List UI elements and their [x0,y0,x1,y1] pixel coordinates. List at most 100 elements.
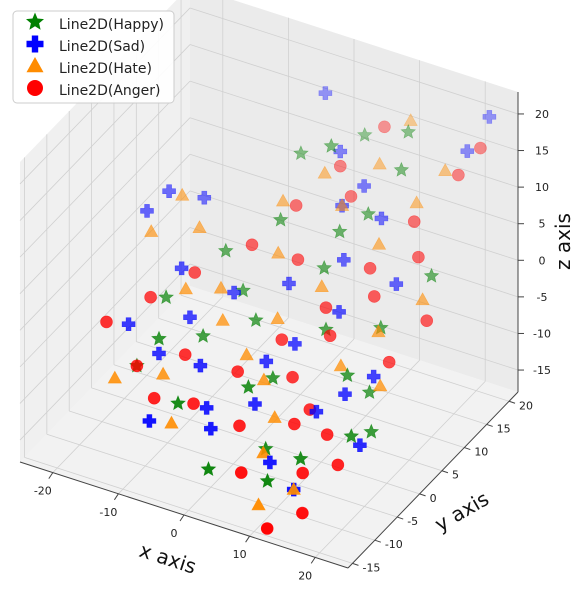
z-tick-label: 0 [539,254,546,267]
x-tick-mark [113,493,119,501]
data-point-plus [152,346,166,361]
data-point-triangle [178,281,194,295]
data-point-triangle [372,156,387,170]
data-point-star [400,123,417,139]
data-point-triangle [371,324,386,338]
data-point-plus [336,253,351,267]
y-grid-floor [91,387,420,495]
x-tick-mark [310,557,316,564]
z-grid-side [19,263,191,441]
data-point-plus [162,184,176,198]
data-point-circle [147,391,161,405]
data-point-star [356,126,373,142]
data-point-triangle [192,220,207,233]
x-tick-label: -20 [34,485,52,498]
side-pane [20,0,190,462]
z-grid-side [19,154,191,331]
data-point-plus [353,438,367,453]
data-point-star [240,378,257,394]
y-tick-label: -15 [362,561,380,574]
data-point-circle [231,365,244,378]
data-point-triangle [270,311,285,325]
z-grid-side [19,227,191,404]
data-point-circle [333,159,347,173]
y-tick-label: -10 [385,538,403,551]
data-point-plus [248,397,262,411]
data-point-circle [474,141,487,155]
data-point-triangle [215,312,230,326]
data-point-star [235,282,251,298]
x-tick-label: 20 [298,569,312,582]
y-tick-mark [374,539,382,543]
y-tick-mark [508,400,516,404]
legend-label-happy: Line2D(Happy) [59,17,164,33]
data-point-circle [286,370,299,384]
z-axis-label: z axis [551,213,575,270]
z-tick-label: 5 [539,218,546,231]
y-grid-floor [24,456,353,564]
data-point-circle [296,506,309,520]
data-point-star [331,223,348,239]
x-grid-floor [314,381,486,558]
legend-label-sad: Line2D(Sad) [59,39,145,55]
z-grid-back [189,44,519,151]
data-point-triangle [438,163,453,176]
x-grid-floor [183,338,355,516]
data-point-plus [318,86,333,100]
data-point-triangle [164,415,179,429]
data-point-circle [275,333,289,346]
z-grid-back [189,153,519,261]
data-point-plus [142,414,157,428]
data-point-circle [289,199,303,212]
data-point-triangle [371,236,387,250]
x-grid-floor [249,359,420,537]
z-tick-label: -5 [537,291,548,304]
data-point-triangle [107,370,123,384]
data-point-triangle [333,358,349,372]
y-tick-label: 20 [519,399,533,412]
legend-item-happy: Line2D(Happy) [26,12,164,33]
legend-label-hate: Line2D(Hate) [59,61,152,77]
legend-label-anger: Line2D(Anger) [59,83,161,99]
z-tick-label: -10 [533,327,551,340]
z-grid-side [19,190,191,368]
x-tick-label: 10 [233,548,247,561]
x-grid-floor [52,296,224,473]
z-tick-label: 10 [535,181,549,194]
legend-marker-shape [26,57,44,73]
legend-frame [12,10,175,104]
legend-marker-shape [27,80,43,96]
y-tick-mark [486,423,493,427]
y-grid-floor [158,318,487,425]
data-point-star [423,267,440,283]
data-point-star [316,259,333,275]
data-point-triangle [271,245,286,259]
data-point-plus [482,110,497,124]
data-point-circle [378,120,391,134]
data-point-circle [178,348,192,361]
z-tick-label: -15 [533,364,551,377]
data-point-plus [140,204,154,218]
data-point-triangle [403,113,418,126]
data-point-star [158,289,175,305]
data-point-triangle [267,410,282,423]
data-point-triangle [415,292,430,306]
data-point-star [195,327,211,343]
z-tick-label: 20 [535,108,549,121]
data-point-circle [144,290,157,304]
y-grid-floor [69,410,398,518]
legend-item-hate: Line2D(Hate) [26,57,152,77]
data-point-plus [121,317,136,332]
data-point-plus [227,285,241,300]
z-grid-back [189,7,519,115]
y-tick-label: 5 [452,469,459,482]
data-point-plus [332,305,346,319]
data-point-circle [344,190,358,203]
legend-item-anger: Line2D(Anger) [27,80,161,99]
y-tick-label: 0 [430,492,437,505]
data-point-circle [188,266,202,279]
data-point-star [200,461,217,477]
y-tick-mark [464,447,471,451]
data-point-plus [374,211,389,226]
data-point-plus [282,276,296,291]
